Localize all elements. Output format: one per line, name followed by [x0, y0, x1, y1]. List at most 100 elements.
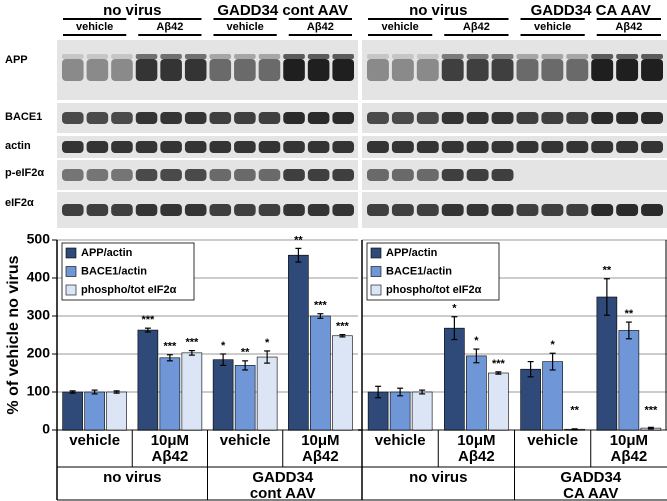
y-tick-label: 300: [27, 307, 51, 323]
blot-band: [391, 54, 414, 59]
significance-label: ***: [336, 321, 350, 333]
blot-band: [391, 141, 414, 153]
blot-band: [416, 204, 439, 216]
legend-label: phospho/tot eIF2α: [81, 284, 177, 296]
blot-band: [184, 141, 207, 153]
blot-band: [111, 204, 133, 216]
error-bar: [113, 390, 120, 394]
blot-band: [258, 204, 281, 216]
blot-group-title: GADD34 cont AAV: [217, 2, 348, 19]
x-tick-label: 10μM: [457, 432, 495, 449]
blot-band: [283, 112, 305, 124]
blot-row-label: actin: [5, 140, 31, 152]
x-tick-label: vehicle: [375, 432, 426, 449]
blot-band: [209, 59, 232, 81]
significance-label: *: [265, 337, 270, 349]
blot-band: [541, 112, 564, 124]
blot-band: [416, 112, 439, 124]
blot-band: [209, 112, 232, 124]
blot-band: [160, 59, 182, 81]
blot-band: [616, 54, 639, 59]
blot-band: [441, 59, 464, 81]
blot-band: [135, 59, 158, 81]
blot-band: [367, 169, 389, 181]
error-bar: [603, 278, 610, 316]
bar: [444, 327, 465, 431]
blot-band: [616, 59, 639, 81]
blot-strip: [57, 136, 358, 158]
blot-row-label: eIF2α: [5, 197, 34, 209]
blot-band: [616, 112, 639, 124]
x-tick-label: vehicle: [69, 432, 120, 449]
blot-band: [86, 54, 109, 59]
blot-band: [491, 204, 514, 216]
blot-band: [332, 112, 354, 124]
significance-label: ***: [644, 405, 658, 417]
error-bar: [188, 349, 195, 356]
blot-band: [332, 204, 354, 216]
legend-swatch: [370, 266, 382, 277]
bar: [106, 391, 127, 431]
bar: [618, 330, 640, 431]
x-tick-label: Aβ42: [458, 448, 495, 465]
blot-band: [209, 54, 232, 59]
x-tick-label: Aβ42: [152, 448, 189, 465]
x-tick-label: vehicle: [527, 432, 578, 449]
x-tick-label: Aβ42: [302, 448, 339, 465]
lane-label: Aβ42: [615, 21, 642, 33]
blot-band: [135, 169, 158, 181]
legend-swatch: [65, 284, 77, 296]
blot-strip: [362, 136, 667, 158]
blot-band: [516, 112, 539, 124]
blot-band: [441, 54, 464, 59]
blot-band: [541, 59, 564, 81]
blot-band: [160, 112, 182, 124]
blot-band: [641, 204, 663, 216]
legend-label: APP/actin: [81, 247, 133, 259]
blot-band: [466, 59, 489, 81]
blot-band: [441, 141, 464, 153]
error-bar: [69, 390, 76, 394]
y-tick-label: 0: [42, 421, 50, 437]
significance-label: ***: [163, 341, 177, 353]
legend-swatch: [65, 266, 77, 277]
legend-swatch: [65, 247, 77, 259]
error-bar: [264, 350, 271, 364]
error-bar: [295, 247, 302, 263]
blot-band: [234, 141, 256, 153]
blot-band: [641, 54, 663, 59]
blot-band: [332, 54, 354, 59]
blot-band: [491, 54, 514, 59]
group-label: no virus: [409, 469, 467, 486]
bar: [310, 315, 331, 431]
blot-band: [283, 59, 305, 81]
bar: [466, 355, 487, 431]
blot-band: [566, 59, 589, 81]
blot-band: [391, 112, 414, 124]
bar: [411, 391, 433, 431]
error-bar: [317, 313, 324, 319]
x-tick-label: Aβ42: [611, 448, 648, 465]
blot-band: [258, 169, 281, 181]
blot-band: [516, 59, 539, 81]
blot-band: [566, 204, 589, 216]
blot-band: [135, 54, 158, 59]
blot-band: [367, 141, 389, 153]
blot-band: [391, 204, 414, 216]
blot-band: [62, 59, 84, 81]
blot-band: [62, 54, 84, 59]
blot-band: [466, 204, 489, 216]
group-label: GADD34: [560, 469, 622, 486]
blot-band: [234, 204, 256, 216]
blot-group-title: no virus: [409, 2, 467, 19]
blot-band: [184, 169, 207, 181]
blot-band: [616, 204, 639, 216]
error-bar: [242, 360, 249, 371]
bar: [288, 254, 309, 431]
blot-band: [86, 112, 109, 124]
significance-label: ***: [141, 314, 155, 326]
blot-row-label: p-eIF2α: [5, 167, 44, 179]
error-bar: [647, 426, 654, 430]
blot-band: [416, 141, 439, 153]
blot-band: [391, 59, 414, 81]
